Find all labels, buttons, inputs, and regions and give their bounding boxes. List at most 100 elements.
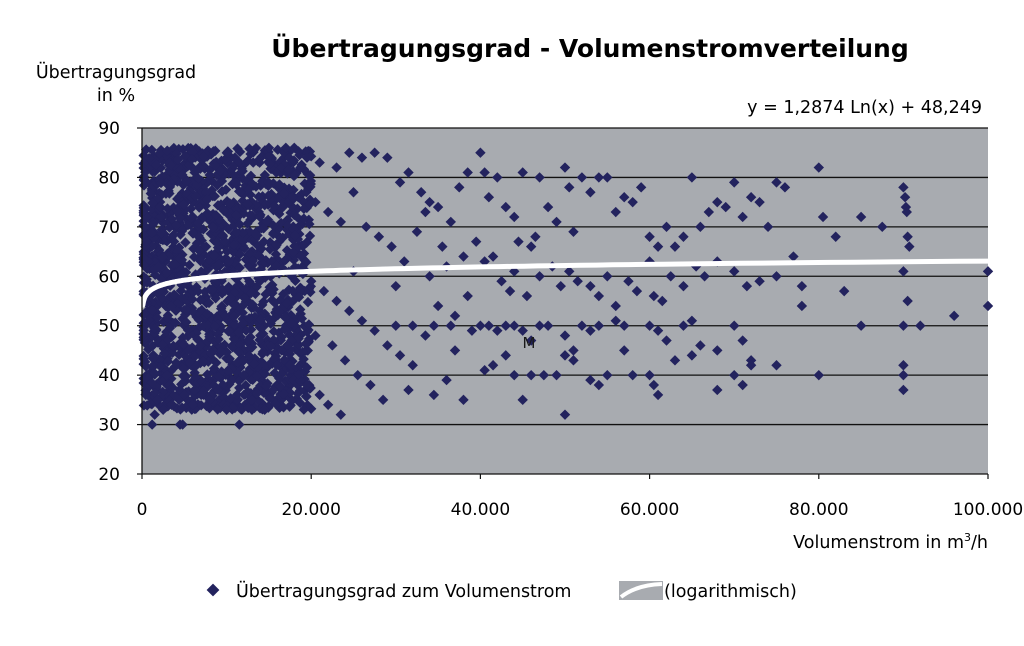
- data-point: [902, 295, 913, 307]
- data-point: [259, 404, 270, 415]
- data-point: [265, 340, 277, 352]
- data-point: [155, 361, 166, 372]
- data-point: [153, 261, 164, 272]
- data-point: [169, 361, 181, 372]
- data-point: [209, 320, 220, 332]
- data-point: [288, 155, 300, 166]
- data-point: [754, 196, 765, 208]
- data-point: [282, 339, 293, 351]
- data-point: [233, 156, 245, 168]
- data-point: [258, 222, 269, 234]
- data-point: [291, 243, 303, 254]
- y-tick-label: 40: [98, 366, 120, 386]
- x-tick-label: 60.000: [620, 500, 679, 520]
- data-point: [162, 356, 174, 367]
- data-point: [159, 348, 170, 359]
- data-point: [142, 400, 153, 411]
- data-point: [335, 216, 347, 228]
- data-point: [168, 340, 179, 352]
- data-point: [209, 336, 220, 347]
- data-point: [525, 241, 537, 252]
- data-point: [534, 320, 545, 331]
- data-point: [424, 196, 435, 208]
- data-point: [156, 228, 167, 239]
- data-point: [203, 297, 215, 309]
- data-point: [182, 160, 193, 172]
- plot-annotation: M: [523, 334, 536, 352]
- data-point: [164, 322, 176, 334]
- data-point: [344, 305, 355, 317]
- data-point: [877, 221, 888, 233]
- data-point: [424, 271, 435, 282]
- data-point: [181, 317, 192, 328]
- data-point: [215, 165, 226, 177]
- data-point: [286, 317, 297, 329]
- data-point: [188, 251, 200, 263]
- data-point: [678, 320, 689, 331]
- data-point: [264, 158, 276, 170]
- data-point: [279, 312, 291, 323]
- chart-title: Übertragungsgrad - Volumenstromverteilun…: [271, 33, 909, 63]
- data-point: [479, 167, 490, 178]
- data-point: [164, 379, 175, 390]
- data-point: [534, 271, 545, 282]
- data-point: [179, 389, 190, 401]
- data-point: [235, 187, 246, 198]
- data-point: [576, 172, 588, 183]
- data-point: [261, 380, 272, 392]
- data-point: [176, 292, 187, 303]
- data-point: [143, 152, 155, 164]
- data-point: [278, 188, 290, 199]
- data-point: [462, 290, 473, 302]
- data-point: [232, 357, 243, 368]
- data-point: [275, 162, 287, 174]
- data-point: [239, 292, 250, 304]
- data-point: [322, 399, 334, 410]
- data-point: [729, 320, 740, 331]
- data-point: [227, 342, 238, 353]
- data-point: [635, 182, 647, 193]
- data-point: [164, 188, 175, 199]
- data-point: [538, 369, 550, 381]
- data-point: [195, 255, 206, 267]
- data-point: [415, 187, 427, 198]
- data-point: [898, 182, 909, 193]
- data-point: [215, 345, 227, 357]
- data-point: [146, 144, 157, 156]
- data-point: [292, 388, 303, 399]
- data-point: [254, 211, 266, 223]
- data-point: [669, 355, 681, 366]
- data-point: [251, 388, 263, 399]
- data-point: [275, 232, 286, 244]
- data-point: [177, 419, 188, 430]
- data-point: [202, 319, 213, 331]
- data-point: [275, 381, 286, 392]
- data-point: [174, 253, 186, 264]
- data-point: [138, 252, 149, 263]
- data-point: [314, 157, 325, 168]
- data-point: [246, 404, 258, 415]
- data-point: [185, 203, 196, 215]
- data-point: [274, 179, 285, 190]
- data-point: [449, 310, 461, 322]
- data-point: [157, 339, 168, 350]
- data-point: [194, 202, 205, 213]
- legend-scatter-label: Übertragungsgrad zum Volumenstrom: [236, 580, 571, 602]
- data-point: [729, 177, 740, 188]
- data-point: [902, 231, 913, 242]
- legend: Übertragungsgrad zum Volumenstrom (logar…: [206, 580, 797, 602]
- data-point: [796, 280, 808, 292]
- data-point: [771, 360, 782, 371]
- x-tick-label: 40.000: [451, 500, 510, 520]
- data-point: [458, 394, 469, 406]
- data-point: [365, 379, 376, 391]
- data-point: [470, 236, 482, 247]
- data-point: [192, 218, 204, 229]
- data-point: [177, 169, 188, 181]
- data-point: [161, 369, 172, 381]
- data-point: [303, 319, 315, 330]
- data-point: [229, 319, 240, 330]
- data-point: [449, 345, 461, 356]
- data-point: [155, 285, 166, 297]
